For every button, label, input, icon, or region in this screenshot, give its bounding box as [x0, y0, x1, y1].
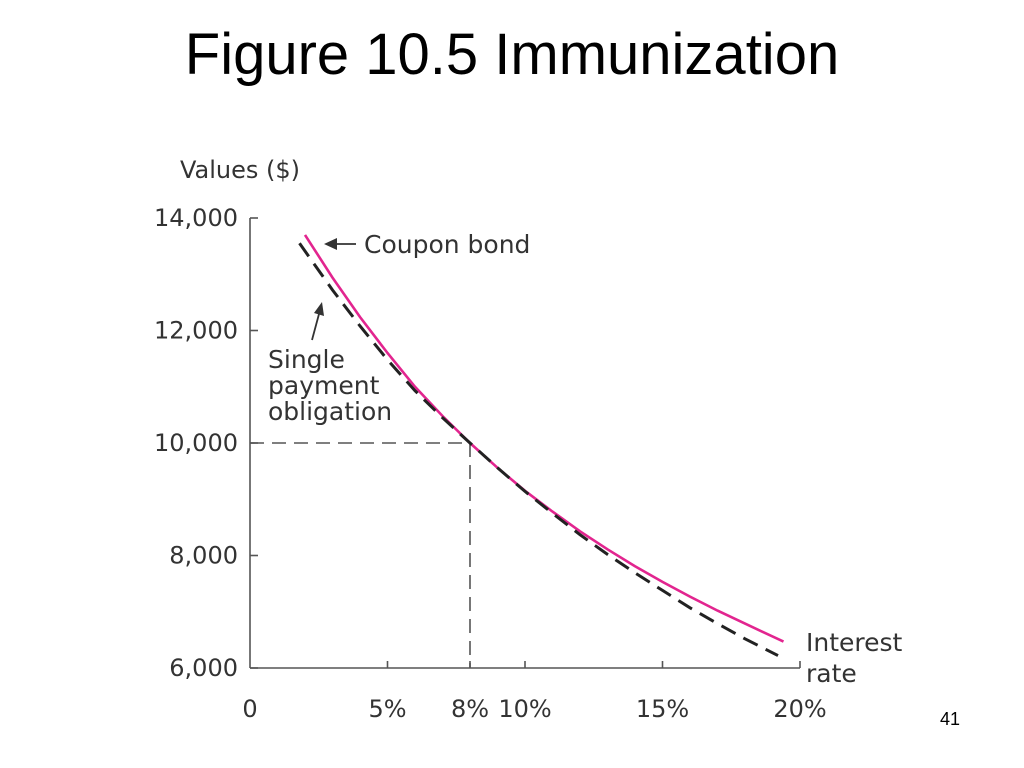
coupon-bond-arrow-head [324, 238, 337, 250]
axes [249, 217, 801, 669]
y-tick-label: 14,000 [154, 204, 238, 232]
y-tick-label: 6,000 [169, 654, 238, 682]
slide-title: Figure 10.5 Immunization [184, 22, 840, 87]
y-tick-label: 12,000 [154, 317, 238, 345]
reference-lines [250, 442, 471, 668]
y-axis-title: Values ($) [180, 156, 300, 184]
tick-labels: 6,000 8,000 10,000 12,000 14,000 0 5% 8% 10% 15% 2… [154, 156, 903, 723]
x-axis-title-line: Interest [806, 628, 903, 657]
single-payment-arrow-line [311, 313, 320, 341]
single-payment-label-line: Single [268, 345, 345, 374]
y-tick-label: 8,000 [169, 542, 238, 570]
series-line-single-payment [298, 242, 779, 657]
coupon-bond-label: Coupon bond [364, 230, 530, 259]
x-tick-label: 5% [368, 695, 406, 723]
x-tick-label: 10% [498, 695, 551, 723]
annotations: Coupon bond Single payment obligation [268, 230, 530, 426]
page-number: 41 [939, 709, 960, 729]
single-payment-label-line: payment [268, 371, 380, 400]
x-axis-title-line: rate [806, 659, 857, 688]
series-group [298, 234, 785, 657]
x-tick-label: 8% [451, 695, 489, 723]
single-payment-label-line: obligation [268, 397, 392, 426]
single-payment-arrow-head [314, 302, 324, 316]
x-tick-label: 0 [242, 695, 257, 723]
x-tick-label: 15% [636, 695, 689, 723]
single-payment-label: Single payment obligation [268, 345, 392, 426]
y-tick-label: 10,000 [154, 429, 238, 457]
series-line-coupon-bond [303, 234, 785, 643]
x-tick-label: 20% [773, 695, 826, 723]
x-axis-title: Interest rate [806, 628, 903, 688]
